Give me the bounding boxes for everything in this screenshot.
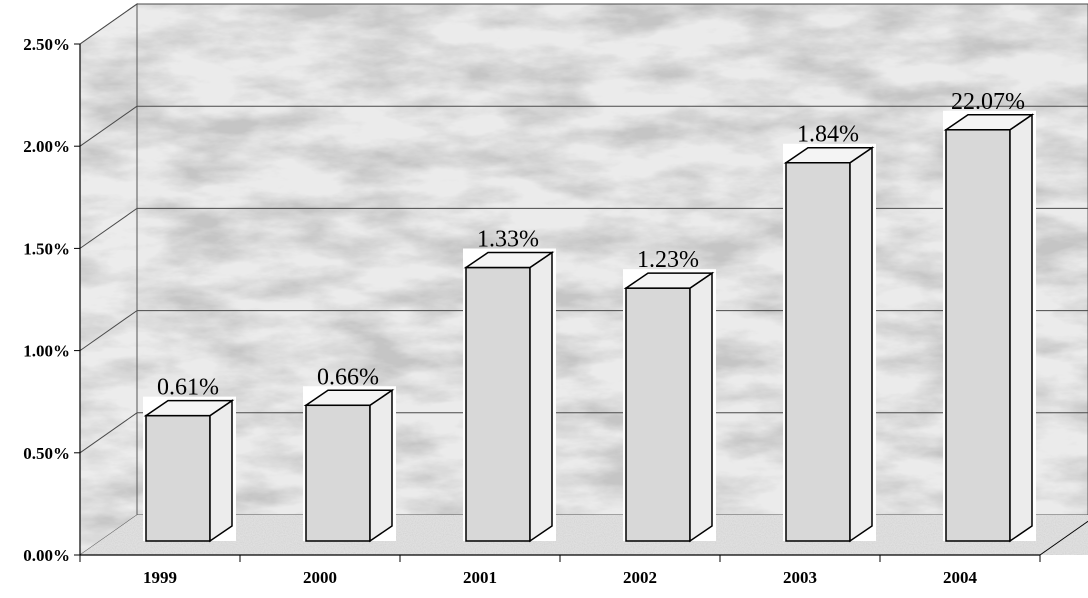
bar-side <box>209 399 233 543</box>
bar-top <box>463 251 555 269</box>
data-label: 0.61% <box>157 375 219 401</box>
bar-2004 <box>943 110 1036 543</box>
x-tick-label: 2001 <box>463 568 497 587</box>
x-tick-label: 2004 <box>943 568 978 587</box>
data-labels: 0.61% 0.66% 1.33% 1.23% 1.84% 22.07% <box>157 89 1025 401</box>
floor <box>80 515 1088 555</box>
bar-top <box>143 399 235 417</box>
y-tick-label: 1.00% <box>23 342 70 361</box>
data-label: 0.66% <box>317 364 379 390</box>
gridline-side <box>79 3 138 45</box>
bar-top <box>623 272 715 289</box>
y-tick-label: 1.50% <box>23 239 70 258</box>
bar-2000 <box>303 386 396 543</box>
bar-front <box>945 129 1011 542</box>
data-label: 22.07% <box>951 89 1025 115</box>
y-tick-label: 2.50% <box>23 35 70 54</box>
bar-front <box>305 404 371 542</box>
gridline-side <box>79 207 138 249</box>
gridline-side <box>79 105 138 147</box>
x-tick-label: 2000 <box>303 568 337 587</box>
data-label: 1.33% <box>477 227 539 253</box>
x-tick-label: 1999 <box>143 568 177 587</box>
bar-side <box>529 251 553 543</box>
bar-front <box>785 161 851 542</box>
back-wall <box>136 3 1088 516</box>
bar-top <box>783 146 875 164</box>
bar-2002 <box>623 269 716 543</box>
y-tick-label: 2.00% <box>23 137 70 156</box>
side-wall <box>79 3 138 556</box>
y-tick-label: 0.00% <box>23 546 70 565</box>
bar-side <box>849 146 873 543</box>
gridlines <box>79 3 1088 454</box>
data-label: 1.84% <box>797 122 859 148</box>
x-tick-label: 2003 <box>783 568 817 587</box>
y-axis-ticks: 0.00% 0.50% 1.00% 1.50% 2.00% 2.50% <box>23 35 80 565</box>
bars <box>143 110 1036 543</box>
x-tick-label: 2002 <box>623 568 657 587</box>
bar-front <box>145 414 211 542</box>
bar-top <box>943 114 1035 131</box>
bar-front <box>465 266 531 542</box>
bar-2003 <box>783 143 876 543</box>
y-tick-label: 0.50% <box>23 444 70 463</box>
bar-2001 <box>463 248 556 543</box>
bar-side <box>1009 113 1033 543</box>
bar-side <box>689 271 713 543</box>
gridline-side <box>79 412 138 454</box>
bar-1999 <box>143 396 236 543</box>
gridline-side <box>79 310 138 352</box>
bar-top <box>303 389 395 407</box>
data-label: 1.23% <box>637 247 699 273</box>
bar-side <box>369 388 393 543</box>
x-axis-ticks: 1999 2000 2001 2002 2003 2004 <box>79 555 1041 587</box>
bar-front <box>625 287 691 542</box>
